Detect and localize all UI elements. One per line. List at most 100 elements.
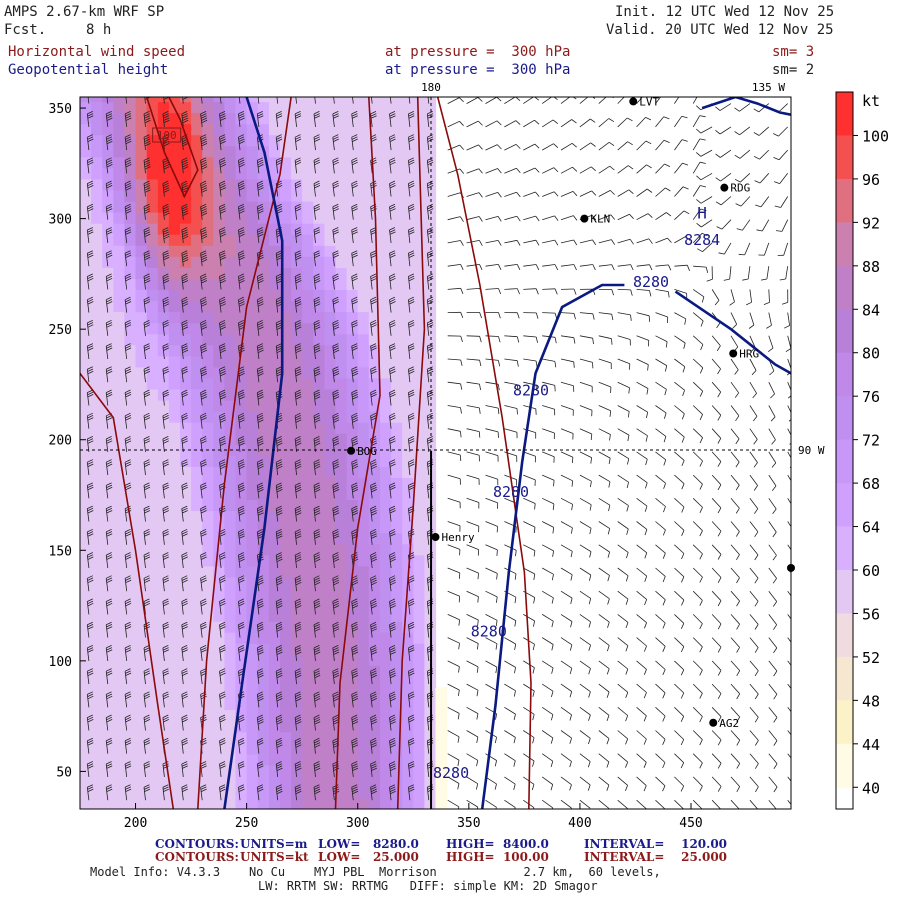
barb-flag [681, 506, 685, 513]
barb-flag [219, 742, 226, 746]
barb-flag [219, 600, 226, 605]
barb-flag [238, 484, 245, 488]
speed-cell [313, 97, 325, 103]
speed-cell [191, 565, 203, 578]
wind-barb [86, 412, 94, 429]
barb-staff [485, 683, 497, 691]
speed-cell [268, 388, 281, 401]
speed-cell [313, 554, 325, 567]
barb-flag [609, 410, 612, 417]
wind-barb [655, 753, 666, 769]
barb-flag [125, 719, 132, 723]
wind-barb [313, 668, 321, 685]
speed-cell [235, 720, 248, 733]
speed-cell [157, 543, 170, 556]
speed-cell [246, 532, 259, 545]
barb-flag [427, 394, 434, 398]
speed-cell [302, 300, 314, 313]
barb-staff [617, 637, 629, 647]
speed-cell [168, 145, 181, 158]
speed-cell [146, 731, 159, 744]
wind-barb [560, 428, 574, 440]
wind-barb [768, 776, 778, 793]
wind-barb [105, 714, 113, 731]
wind-barb [617, 497, 629, 512]
barb-flag [681, 809, 684, 814]
barb-flag [295, 628, 302, 632]
speed-cell [380, 267, 392, 279]
speed-cell [124, 366, 137, 379]
speed-cell [413, 477, 425, 489]
barb-flag [276, 695, 283, 700]
speed-cell [180, 411, 192, 423]
barb-flag [371, 581, 377, 586]
barb-flag [497, 408, 500, 415]
speed-cell [213, 267, 225, 279]
barb-staff [523, 660, 535, 668]
speed-cell [391, 366, 403, 379]
barb-flag [608, 481, 611, 488]
speed-cell [224, 687, 237, 700]
speed-cell [391, 532, 403, 545]
barb-staff [219, 694, 222, 708]
speed-cell [280, 278, 292, 290]
speed-cell [280, 300, 292, 313]
barb-flag [644, 622, 647, 629]
wind-barb [105, 482, 113, 499]
barb-staff [768, 776, 778, 788]
speed-cell [302, 189, 314, 202]
barb-flag [106, 742, 113, 746]
speed-cell [380, 455, 392, 467]
wind-barb [617, 451, 630, 465]
barb-flag [276, 489, 283, 493]
barb-staff [560, 497, 573, 505]
speed-cell [313, 632, 325, 644]
speed-cell [313, 178, 325, 191]
barb-flag [257, 389, 263, 393]
speed-cell [324, 643, 337, 655]
wind-barb [617, 776, 628, 792]
barb-flag [333, 674, 340, 679]
barb-flag [313, 528, 320, 533]
barb-staff [523, 614, 535, 622]
barb-flag [314, 531, 320, 535]
speed-cell [146, 256, 159, 268]
barb-flag [144, 440, 151, 444]
speed-cell [146, 278, 159, 290]
speed-cell [135, 676, 148, 688]
barb-flag [389, 649, 396, 653]
wind-barb [389, 598, 396, 615]
barb-flag [276, 556, 283, 560]
speed-cell [291, 433, 303, 445]
wind-barb [200, 575, 207, 592]
barb-staff [560, 753, 572, 762]
wind-barb [370, 598, 377, 615]
speed-cell [91, 200, 103, 213]
wind-barb [768, 451, 777, 468]
barb-flag [238, 556, 245, 560]
speed-cell [180, 543, 192, 556]
barb-flag [313, 505, 320, 509]
speed-cell [291, 565, 303, 578]
speed-cell [291, 200, 303, 213]
wind-barb [181, 691, 188, 708]
barb-staff [711, 799, 722, 809]
speed-cell [224, 676, 237, 688]
speed-cell [402, 676, 414, 688]
barb-flag [754, 624, 759, 630]
speed-cell [180, 134, 192, 147]
barb-staff [579, 799, 591, 809]
speed-cell [157, 610, 170, 622]
speed-cell [135, 554, 148, 567]
wind-barb [370, 645, 377, 661]
speed-cell [268, 720, 281, 733]
speed-cell [246, 134, 259, 147]
wind-barb [598, 730, 610, 745]
wind-barb [579, 776, 591, 791]
barb-flag [276, 482, 282, 486]
barb-flag [181, 761, 188, 765]
speed-cell [191, 223, 203, 235]
barb-staff [447, 474, 461, 480]
speed-cell [213, 278, 225, 290]
barb-staff [636, 497, 648, 507]
